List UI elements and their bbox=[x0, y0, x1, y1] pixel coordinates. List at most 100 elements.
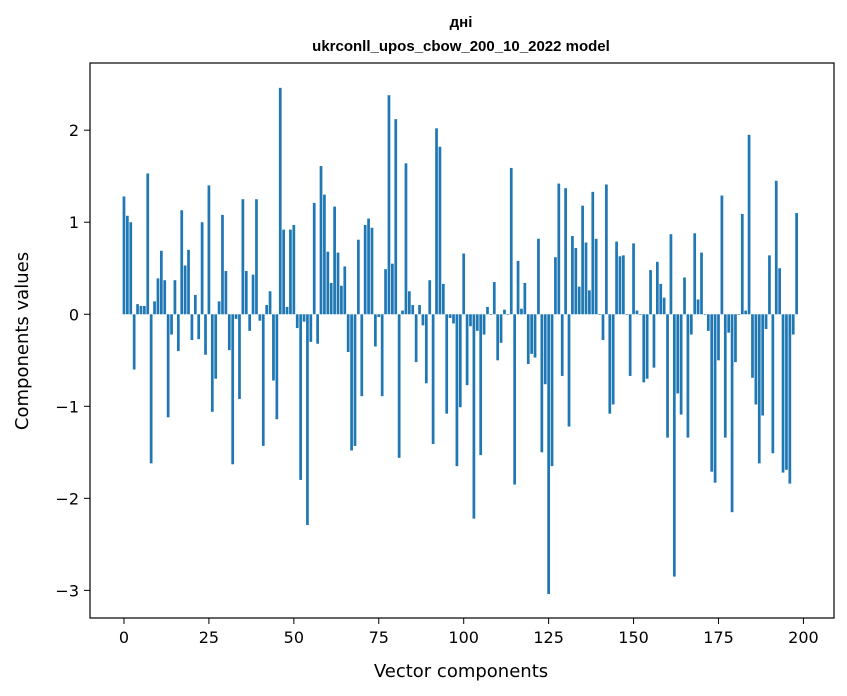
bar-36 bbox=[244, 271, 248, 315]
bar-185 bbox=[751, 314, 754, 378]
bar-59 bbox=[323, 194, 326, 315]
bar-123 bbox=[540, 314, 544, 453]
bar-86 bbox=[414, 314, 418, 363]
bar-89 bbox=[424, 314, 428, 384]
bar-3 bbox=[132, 314, 136, 370]
bar-24 bbox=[204, 314, 207, 355]
bar-106 bbox=[482, 314, 486, 335]
bar-137 bbox=[588, 290, 591, 315]
bar-195 bbox=[785, 314, 788, 470]
bar-143 bbox=[608, 314, 612, 414]
bar-166 bbox=[686, 314, 690, 438]
bar-74 bbox=[374, 314, 377, 347]
bar-52 bbox=[299, 314, 302, 480]
bar-23 bbox=[200, 222, 204, 315]
bar-47 bbox=[282, 229, 285, 315]
chart-subtitle: ukrconll_upos_cbow_200_10_2022 model bbox=[312, 38, 610, 55]
bar-170 bbox=[700, 252, 703, 315]
bar-22 bbox=[197, 314, 201, 340]
bar-18 bbox=[183, 265, 187, 315]
bar-57 bbox=[316, 314, 319, 344]
bar-87 bbox=[418, 305, 421, 315]
bar-76 bbox=[380, 314, 384, 397]
bar-108 bbox=[489, 314, 493, 315]
y-tick-label-1: −2 bbox=[55, 489, 79, 508]
bar-77 bbox=[384, 269, 387, 315]
bar-162 bbox=[672, 314, 676, 577]
bar-21 bbox=[193, 294, 197, 315]
bar-94 bbox=[441, 283, 445, 315]
bar-88 bbox=[421, 314, 425, 326]
bar-163 bbox=[676, 314, 680, 394]
x-axis: 0 25 50 75 100 125 150 175 200 bbox=[119, 618, 819, 647]
bar-165 bbox=[683, 277, 686, 315]
x-tick-label-6: 150 bbox=[618, 628, 649, 647]
x-tick-label-4: 100 bbox=[448, 628, 479, 647]
bar-30 bbox=[224, 271, 228, 315]
bar-61 bbox=[329, 282, 333, 315]
bar-113 bbox=[506, 314, 510, 315]
bar-49 bbox=[289, 229, 292, 315]
bar-142 bbox=[605, 184, 608, 315]
bar-91 bbox=[431, 314, 435, 445]
bar-31 bbox=[227, 314, 231, 351]
bar-174 bbox=[713, 314, 717, 483]
bar-26 bbox=[210, 314, 214, 412]
bar-109 bbox=[492, 282, 496, 315]
bar-69 bbox=[357, 239, 360, 315]
bar-183 bbox=[744, 310, 748, 315]
bar-132 bbox=[571, 236, 574, 315]
bar-66 bbox=[346, 314, 350, 353]
bar-110 bbox=[496, 314, 500, 361]
bar-73 bbox=[370, 227, 374, 315]
bar-104 bbox=[475, 314, 479, 331]
x-tick-label-8: 200 bbox=[788, 628, 819, 647]
x-axis-label: Vector components bbox=[374, 661, 548, 682]
bar-9 bbox=[153, 301, 156, 315]
bar-169 bbox=[696, 299, 700, 315]
bar-167 bbox=[689, 314, 693, 335]
bar-150 bbox=[632, 243, 635, 315]
bar-98 bbox=[455, 314, 459, 467]
bar-114 bbox=[509, 167, 513, 315]
bar-72 bbox=[367, 218, 370, 315]
bar-126 bbox=[550, 314, 554, 467]
x-tick-label-0: 0 bbox=[119, 628, 129, 647]
bar-155 bbox=[649, 270, 652, 315]
bar-160 bbox=[666, 314, 669, 438]
bar-58 bbox=[319, 166, 323, 315]
bar-115 bbox=[513, 314, 517, 485]
bar-78 bbox=[387, 95, 391, 315]
bar-131 bbox=[567, 314, 571, 427]
bar-4 bbox=[136, 304, 139, 315]
bar-117 bbox=[520, 308, 523, 315]
bar-154 bbox=[645, 314, 649, 379]
axes-frame bbox=[89, 62, 835, 619]
bar-85 bbox=[411, 305, 415, 315]
bar-81 bbox=[397, 314, 401, 458]
bar-56 bbox=[312, 202, 316, 315]
bar-40 bbox=[258, 314, 262, 321]
bar-171 bbox=[703, 314, 707, 315]
bar-100 bbox=[462, 253, 466, 315]
bar-95 bbox=[445, 314, 449, 414]
bar-127 bbox=[554, 257, 557, 315]
bars-layer bbox=[122, 87, 798, 595]
bar-68 bbox=[353, 314, 357, 446]
bar-51 bbox=[295, 314, 299, 329]
chart-title: дні bbox=[450, 14, 473, 31]
bar-147 bbox=[622, 255, 625, 315]
y-tick-label-5: 2 bbox=[69, 121, 79, 140]
bar-96 bbox=[448, 314, 452, 318]
bar-1 bbox=[126, 215, 129, 315]
bar-182 bbox=[740, 213, 744, 315]
bar-99 bbox=[458, 314, 462, 408]
y-axis-label: Components values bbox=[12, 252, 33, 430]
bar-44 bbox=[272, 314, 275, 381]
bar-2 bbox=[129, 222, 133, 315]
bar-50 bbox=[292, 224, 296, 315]
bar-25 bbox=[207, 185, 211, 315]
bar-116 bbox=[516, 260, 520, 315]
bar-15 bbox=[173, 280, 177, 315]
bar-152 bbox=[639, 314, 642, 315]
